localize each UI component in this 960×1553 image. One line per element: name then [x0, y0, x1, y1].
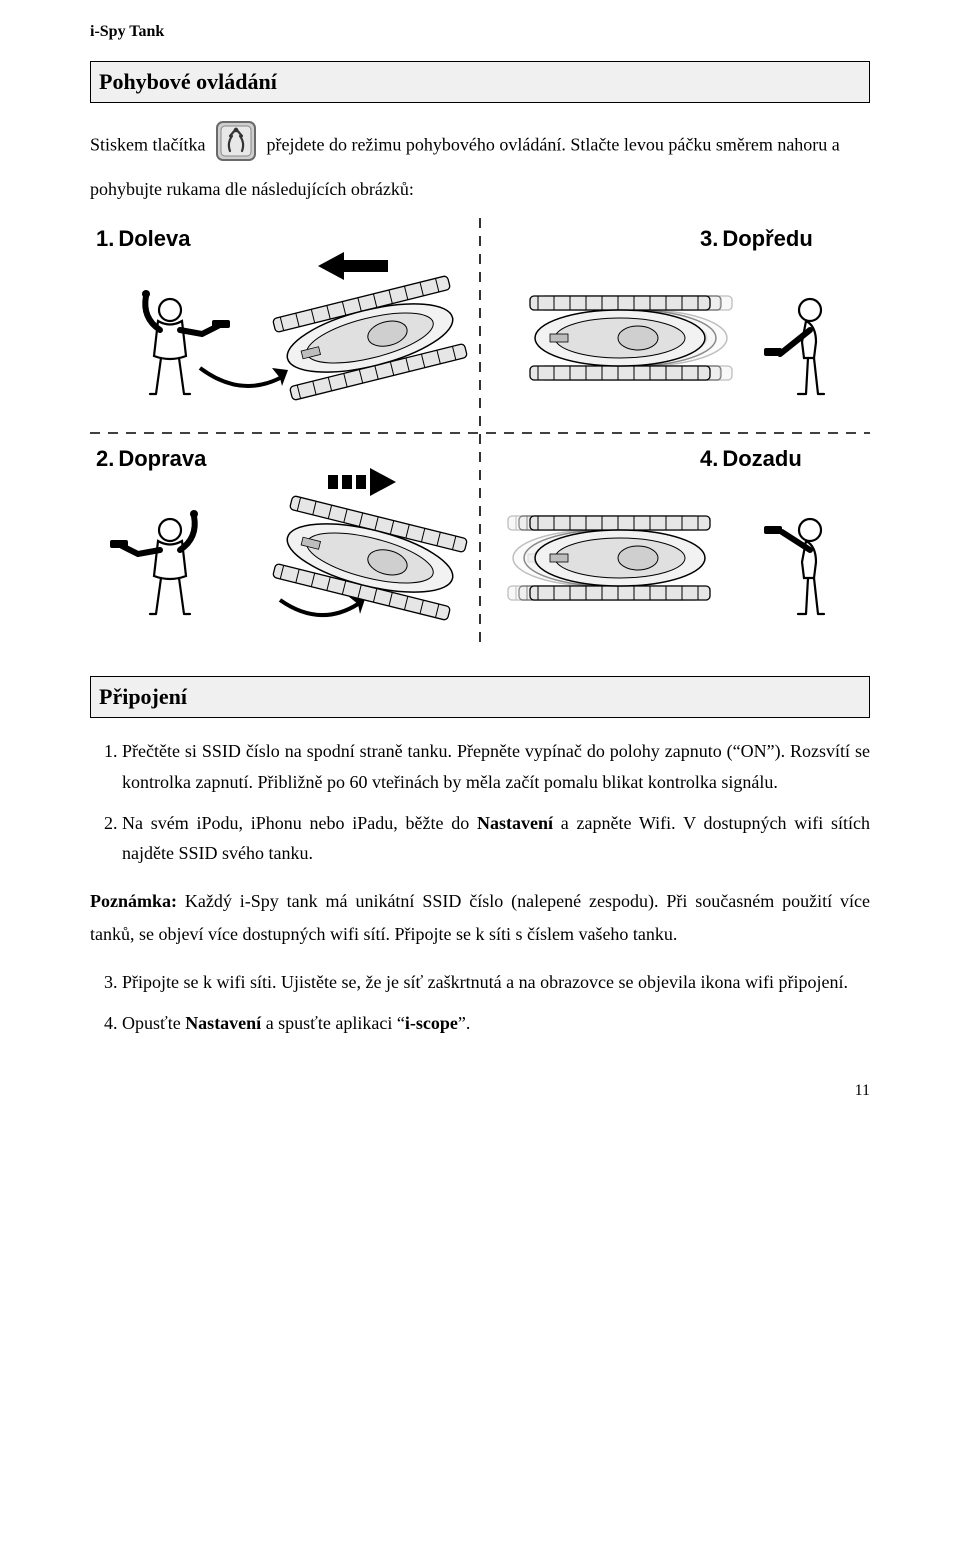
- step-4: Opusťte Nastavení a spusťte aplikaci “i-…: [122, 1008, 870, 1039]
- note-paragraph: Poznámka: Každý i-Spy tank má unikátní S…: [90, 885, 870, 952]
- intro-text-before: Stiskem tlačítka: [90, 135, 205, 155]
- q2-label: Doprava: [118, 446, 207, 471]
- section-heading-connection: Připojení: [90, 676, 870, 718]
- q2-num: 2.: [96, 446, 114, 471]
- q4-num: 4.: [700, 446, 718, 471]
- q1-num: 1.: [96, 226, 114, 251]
- svg-text:3.Dopředu: 3.Dopředu: [700, 226, 813, 251]
- steps-list-1-2: Přečtěte si SSID číslo na spodní straně …: [90, 736, 870, 868]
- page-number: 11: [90, 1079, 870, 1102]
- step-2: Na svém iPodu, iPhonu nebo iPadu, běžte …: [122, 808, 870, 869]
- q4-label: Dozadu: [722, 446, 801, 471]
- q3-label: Dopředu: [722, 226, 812, 251]
- note-label: Poznámka:: [90, 891, 177, 911]
- steps-list-3-4: Připojte se k wifi síti. Ujistěte se, že…: [90, 967, 870, 1038]
- step-3: Připojte se k wifi síti. Ujistěte se, že…: [122, 967, 870, 998]
- motion-mode-icon: [216, 121, 256, 172]
- intro-paragraph: Stiskem tlačítka přejdete do režimu pohy…: [90, 121, 870, 206]
- movement-diagram: 1.Doleva 3.Dopředu: [90, 218, 870, 648]
- q3-num: 3.: [700, 226, 718, 251]
- section-heading-movement: Pohybové ovládání: [90, 61, 870, 103]
- step-1: Přečtěte si SSID číslo na spodní straně …: [122, 736, 870, 797]
- q1-label: Doleva: [118, 226, 191, 251]
- doc-header: i-Spy Tank: [90, 20, 870, 43]
- svg-text:1.Doleva: 1.Doleva: [96, 226, 191, 251]
- svg-text:2.Doprava: 2.Doprava: [96, 446, 207, 471]
- note-text: Každý i-Spy tank má unikátní SSID číslo …: [90, 891, 870, 944]
- svg-text:4.Dozadu: 4.Dozadu: [700, 446, 802, 471]
